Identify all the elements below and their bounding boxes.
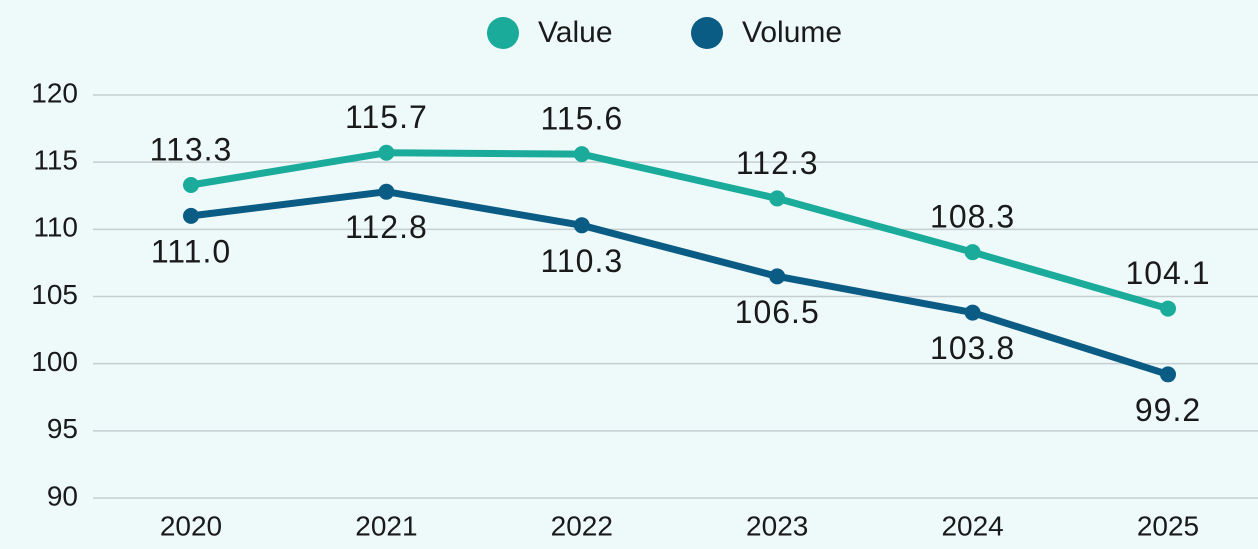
- data-label: 104.1: [1125, 255, 1210, 291]
- data-label: 115.6: [540, 101, 623, 137]
- legend-marker: [691, 17, 723, 49]
- legend-label: Value: [538, 16, 613, 49]
- y-tick-label: 115: [33, 145, 78, 176]
- data-point: [378, 144, 395, 161]
- data-label: 99.2: [1135, 392, 1201, 428]
- data-label: 108.3: [930, 199, 1015, 235]
- data-label: 106.5: [735, 294, 820, 330]
- data-label: 112.8: [345, 209, 428, 245]
- data-point: [1160, 366, 1176, 383]
- x-tick-label: 2023: [746, 510, 808, 541]
- data-label: 103.8: [930, 330, 1015, 366]
- x-tick-label: 2022: [551, 510, 613, 541]
- x-tick-label: 2025: [1137, 510, 1199, 541]
- data-point: [183, 207, 199, 224]
- data-label: 112.3: [736, 145, 819, 181]
- series-line: [190, 149, 1169, 312]
- y-tick-label: 90: [47, 480, 78, 511]
- data-point: [769, 190, 786, 207]
- data-point: [1160, 300, 1176, 317]
- data-label: 111.0: [151, 233, 231, 269]
- y-tick-label: 95: [47, 413, 78, 444]
- data-label: 113.3: [150, 131, 233, 167]
- y-tick-label: 110: [33, 212, 78, 243]
- data-point: [183, 177, 199, 194]
- x-tick-label: 2021: [355, 510, 417, 541]
- data-label: 110.3: [540, 243, 623, 279]
- legend-marker: [487, 17, 519, 49]
- series-line: [190, 188, 1170, 378]
- legend-label: Volume: [742, 16, 842, 49]
- data-point: [769, 268, 786, 285]
- y-tick-label: 100: [31, 346, 78, 377]
- x-tick-label: 2020: [160, 510, 222, 541]
- y-tick-label: 105: [31, 279, 78, 310]
- x-tick-label: 2024: [941, 510, 1003, 541]
- data-point: [573, 146, 590, 163]
- data-point: [378, 183, 395, 200]
- data-point: [964, 244, 981, 261]
- data-label: 115.7: [345, 99, 428, 135]
- data-point: [573, 217, 590, 234]
- data-point: [964, 304, 981, 321]
- y-tick-label: 120: [31, 77, 78, 108]
